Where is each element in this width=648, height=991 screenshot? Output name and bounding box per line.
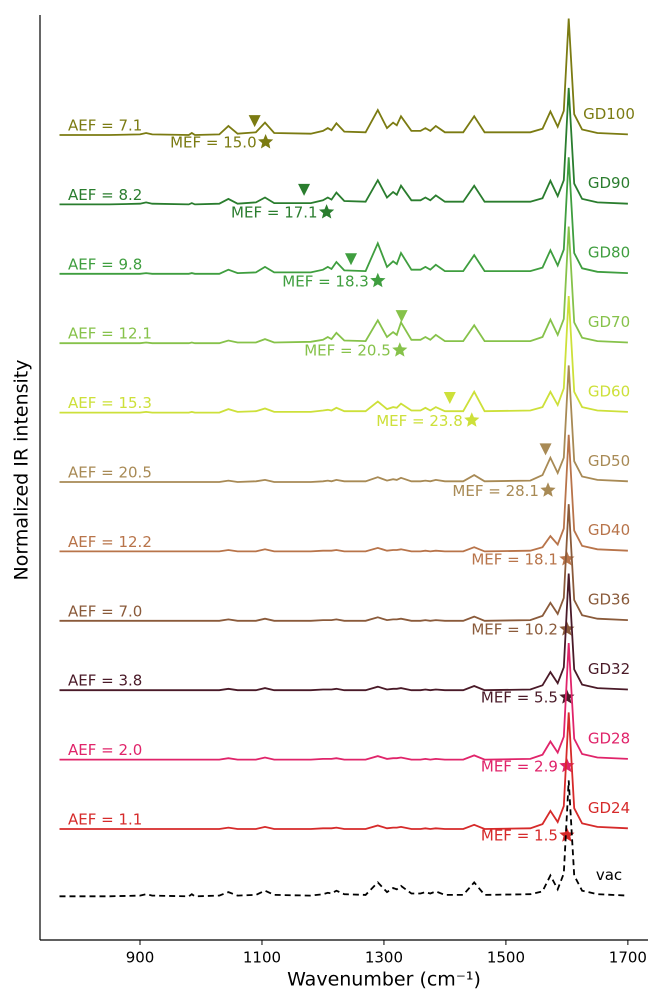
series-name: GD80 bbox=[588, 244, 630, 262]
mef-label: MEF = 10.2 bbox=[471, 621, 558, 639]
mef-label: MEF = 1.5 bbox=[481, 827, 558, 845]
star-marker bbox=[540, 482, 556, 497]
aef-label: AEF = 12.1 bbox=[68, 325, 152, 343]
x-tick-label: 1500 bbox=[487, 949, 525, 967]
triangle-marker bbox=[248, 115, 261, 128]
spectrum-line bbox=[59, 226, 628, 345]
mef-label: MEF = 2.9 bbox=[481, 757, 558, 775]
mef-label: MEF = 5.5 bbox=[481, 689, 558, 707]
mef-label: MEF = 18.3 bbox=[282, 272, 369, 290]
series-name: GD90 bbox=[588, 174, 630, 192]
aef-label: AEF = 12.2 bbox=[68, 533, 152, 551]
aef-label: AEF = 15.3 bbox=[68, 394, 152, 412]
star-marker bbox=[392, 342, 408, 357]
spectrum-line bbox=[59, 157, 628, 275]
mef-label: MEF = 23.8 bbox=[376, 412, 463, 430]
spectrum-line bbox=[59, 780, 628, 898]
triangle-marker bbox=[395, 310, 408, 323]
aef-label: AEF = 3.8 bbox=[68, 672, 142, 690]
series-name: GD50 bbox=[588, 452, 630, 470]
series-name: GD40 bbox=[588, 521, 630, 539]
series-name: GD60 bbox=[588, 382, 630, 400]
triangle-marker bbox=[539, 443, 552, 456]
triangle-marker bbox=[443, 392, 456, 405]
star-marker bbox=[370, 272, 386, 288]
aef-label: AEF = 9.8 bbox=[68, 255, 142, 273]
aef-label: AEF = 7.1 bbox=[68, 117, 142, 135]
star-marker bbox=[319, 204, 335, 219]
aef-label: AEF = 8.2 bbox=[68, 186, 142, 204]
star-marker bbox=[258, 134, 274, 149]
spectrum-line bbox=[59, 712, 628, 830]
series-name: vac bbox=[596, 866, 622, 884]
series-name: GD36 bbox=[588, 591, 630, 609]
series-name: GD32 bbox=[588, 660, 630, 678]
x-axis-label: Wavenumber (cm⁻¹) bbox=[287, 969, 481, 991]
mef-label: MEF = 28.1 bbox=[452, 482, 539, 500]
series-name: GD70 bbox=[588, 313, 630, 331]
spectrum-line bbox=[59, 642, 628, 761]
star-marker bbox=[559, 689, 575, 704]
spectrum-line bbox=[59, 295, 628, 414]
aef-label: AEF = 2.0 bbox=[68, 741, 142, 759]
spectrum-line bbox=[59, 365, 628, 483]
star-marker bbox=[559, 827, 575, 842]
series-name: GD28 bbox=[588, 729, 630, 747]
spectrum-line bbox=[59, 504, 628, 622]
star-marker bbox=[559, 757, 575, 773]
x-tick-label: 1700 bbox=[609, 949, 647, 967]
spectrum-line bbox=[59, 573, 628, 692]
star-marker bbox=[464, 412, 480, 427]
mef-label: MEF = 17.1 bbox=[231, 204, 318, 222]
triangle-marker bbox=[298, 183, 311, 196]
x-tick-label: 1100 bbox=[243, 949, 281, 967]
aef-label: AEF = 1.1 bbox=[68, 810, 142, 828]
mef-label: MEF = 15.0 bbox=[170, 133, 257, 151]
mef-label: MEF = 20.5 bbox=[304, 342, 391, 360]
aef-label: AEF = 20.5 bbox=[68, 464, 152, 482]
x-tick-label: 1300 bbox=[365, 949, 403, 967]
triangle-marker bbox=[345, 253, 358, 266]
spectrum-line bbox=[59, 87, 628, 206]
spectrum-line bbox=[59, 18, 628, 136]
mef-label: MEF = 18.1 bbox=[471, 551, 558, 569]
star-marker bbox=[559, 551, 575, 566]
series-name: GD100 bbox=[583, 105, 635, 123]
y-axis-label: Normalized IR intensity bbox=[11, 359, 33, 580]
series-name: GD24 bbox=[588, 799, 630, 817]
star-marker bbox=[559, 621, 575, 636]
aef-label: AEF = 7.0 bbox=[68, 602, 142, 620]
spectrum-line bbox=[59, 434, 628, 553]
x-tick-label: 900 bbox=[126, 949, 155, 967]
